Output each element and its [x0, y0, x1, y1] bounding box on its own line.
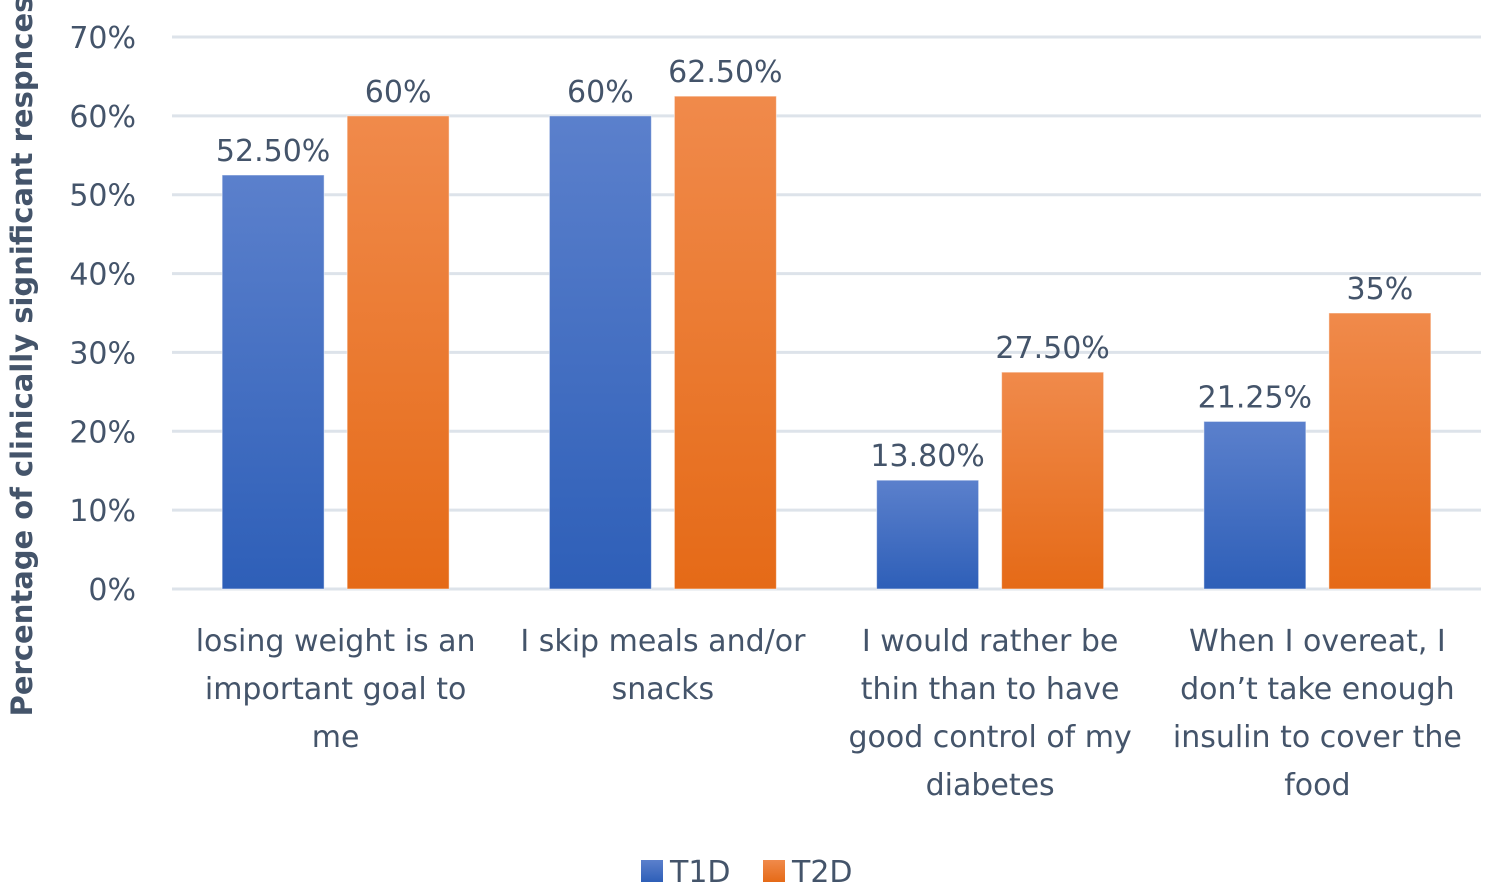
- legend: T1D T2D: [641, 855, 853, 888]
- data-label-t2d: 35%: [1347, 272, 1414, 307]
- bars: [221, 95, 1432, 590]
- y-axis-ticks: 0% 10% 20% 30% 40% 50% 60% 70%: [69, 21, 136, 608]
- data-label-t1d: 52.50%: [216, 134, 330, 169]
- y-tick-label: 30%: [69, 336, 136, 371]
- legend-swatch: [641, 860, 663, 882]
- legend-item-t2d: T2D: [763, 855, 853, 888]
- category-labels: losing weight is an important goal to me I …: [196, 624, 1462, 803]
- y-tick-label: 0%: [88, 573, 136, 608]
- y-tick-label: 50%: [69, 179, 136, 214]
- data-label-t1d: 13.80%: [870, 439, 984, 474]
- data-label-t1d: 21.25%: [1198, 380, 1312, 415]
- data-label-t2d: 27.50%: [995, 331, 1109, 366]
- bar-t1d: [1203, 420, 1307, 590]
- bar-t2d: [673, 95, 777, 590]
- legend-swatch: [763, 860, 785, 882]
- bar-t2d: [346, 115, 450, 590]
- legend-label: T2D: [791, 855, 853, 888]
- category-label: I would rather be thin than to have good c…: [848, 624, 1131, 803]
- y-tick-label: 20%: [69, 415, 136, 450]
- bar-t2d: [1328, 312, 1432, 590]
- bar-t2d: [1001, 371, 1105, 590]
- legend-item-t1d: T1D: [641, 855, 731, 888]
- data-label-t2d: 62.50%: [668, 55, 782, 90]
- data-label-t2d: 60%: [365, 75, 432, 110]
- data-labels: 52.50% 60% 60% 62.50% 13.80% 27.50% 21.25% 35%: [216, 55, 1413, 474]
- legend-label: T1D: [669, 855, 731, 888]
- category-label: losing weight is an important goal to me: [196, 624, 476, 755]
- y-tick-label: 70%: [69, 21, 136, 56]
- bar-t1d: [876, 479, 980, 590]
- bar-t1d: [221, 174, 325, 590]
- bar-t1d: [548, 115, 652, 590]
- y-tick-label: 40%: [69, 258, 136, 293]
- y-tick-label: 10%: [69, 494, 136, 529]
- y-tick-label: 60%: [69, 100, 136, 135]
- y-axis-title: Percentage of clinically significant res…: [5, 0, 39, 716]
- data-label-t1d: 60%: [567, 75, 634, 110]
- category-label: I skip meals and/or snacks: [520, 624, 806, 707]
